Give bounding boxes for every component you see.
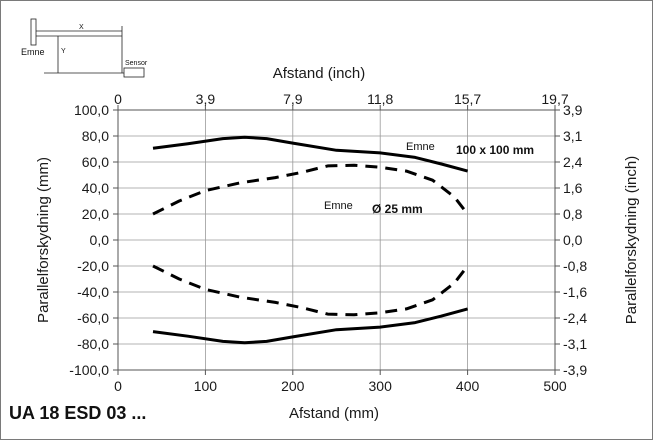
x-tick-label: 0 <box>114 378 122 394</box>
y-right-tick-label: -3,1 <box>563 336 587 352</box>
y-axis-title-right: Parallelforskydning (inch) <box>623 156 640 324</box>
y-tick-label: 0,0 <box>90 232 110 248</box>
y-axis-title-left: Parallelforskydning (mm) <box>35 157 52 323</box>
y-right-tick-label: -0,8 <box>563 258 587 274</box>
y-right-tick-label: 3,1 <box>563 128 583 144</box>
series-label-round-name: Ø 25 mm <box>372 202 423 216</box>
y-right-tick-label: 0,8 <box>563 206 583 222</box>
y-right-tick-label: 2,4 <box>563 154 583 170</box>
y-tick-label: 60,0 <box>82 154 109 170</box>
y-tick-label: -20,0 <box>77 258 109 274</box>
y-right-tick-label: -2,4 <box>563 310 587 326</box>
sensor-label: Sensor <box>125 60 148 67</box>
x-top-tick-label: 3,9 <box>196 91 216 107</box>
y-tick-label: 100,0 <box>74 102 109 118</box>
y-dimension-label: Y <box>61 48 66 55</box>
product-title: UA 18 ESD 03 ... <box>9 403 146 424</box>
x-dimension-label: X <box>79 24 84 31</box>
x-tick-label: 500 <box>543 378 567 394</box>
series-line-square-lower <box>153 309 468 343</box>
y-tick-label: -100,0 <box>69 362 109 378</box>
x-top-tick-label: 0 <box>114 91 122 107</box>
y-tick-label: -60,0 <box>77 310 109 326</box>
y-tick-label: 20,0 <box>82 206 109 222</box>
series-label-square-name: 100 x 100 mm <box>456 143 534 157</box>
series-label-square: Emne 100 x 100 mm <box>406 141 534 157</box>
object-plate <box>31 19 36 45</box>
y-right-tick-label: 3,9 <box>563 102 583 118</box>
x-axis-title-bottom: Afstand (mm) <box>289 405 379 422</box>
y-right-tick-label: -3,9 <box>563 362 587 378</box>
x-top-tick-label: 15,7 <box>454 91 481 107</box>
x-tick-label: 300 <box>369 378 393 394</box>
tick-labels: 001003,92007,930011,840015,750019,7100,0… <box>69 91 587 394</box>
y-right-tick-label: 0,0 <box>563 232 583 248</box>
y-tick-label: 40,0 <box>82 180 109 196</box>
x-top-tick-label: 7,9 <box>283 91 303 107</box>
y-tick-label: 80,0 <box>82 128 109 144</box>
object-label: Emne <box>21 47 45 57</box>
x-axis-title-top: Afstand (inch) <box>273 65 366 82</box>
series-label-square-prefix: Emne <box>406 141 435 153</box>
x-tick-label: 200 <box>281 378 305 394</box>
series-label-round-prefix: Emne <box>324 200 353 212</box>
y-tick-label: -40,0 <box>77 284 109 300</box>
distance-diagram: X Y Emne Sensor <box>21 19 148 77</box>
x-tick-label: 400 <box>456 378 480 394</box>
y-right-tick-label: -1,6 <box>563 284 587 300</box>
x-tick-label: 100 <box>194 378 218 394</box>
y-right-tick-label: 1,6 <box>563 180 583 196</box>
sensor-box <box>124 68 144 77</box>
series-line-round-lower <box>153 266 468 315</box>
y-tick-label: -80,0 <box>77 336 109 352</box>
x-top-tick-label: 11,8 <box>367 91 393 107</box>
